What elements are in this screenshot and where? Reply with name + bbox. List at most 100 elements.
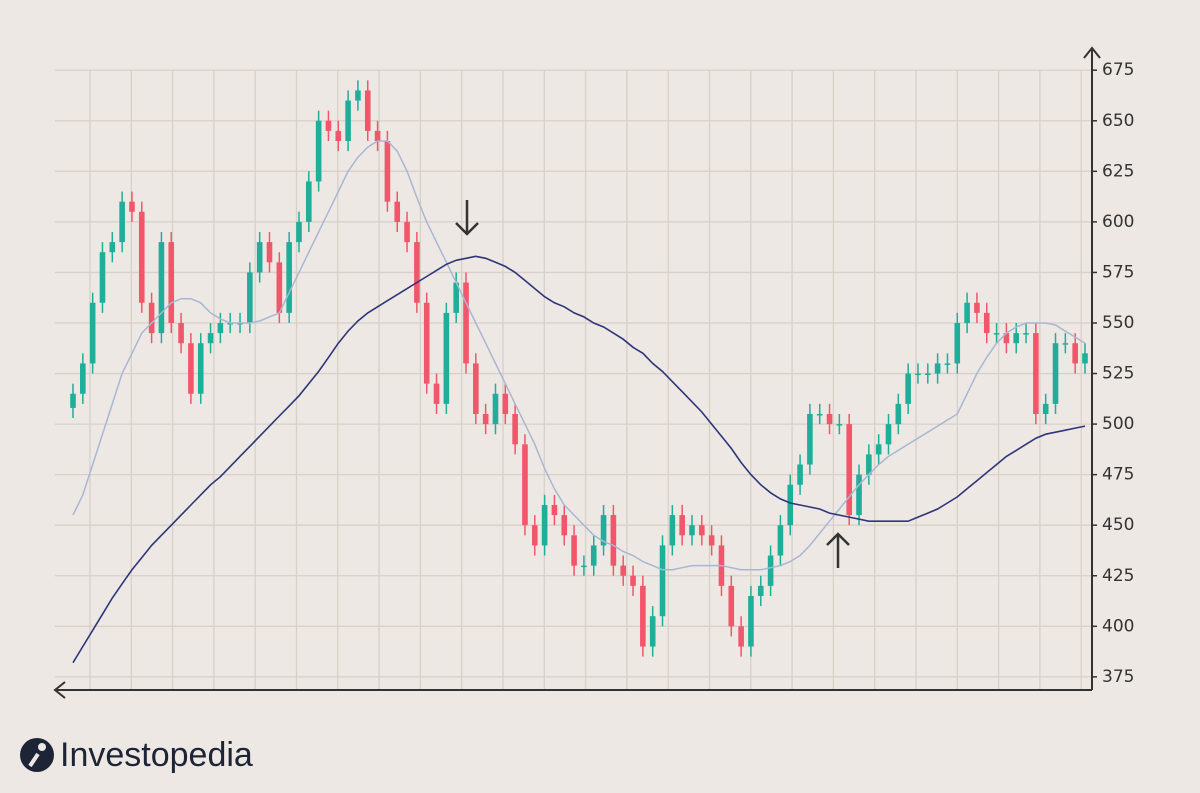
candle-body (148, 302, 155, 334)
candle-body (99, 252, 106, 303)
candle-body (188, 343, 194, 394)
candle-body (728, 585, 735, 627)
candle-body (600, 515, 607, 546)
candle-body (1033, 333, 1039, 414)
candle-body (787, 484, 794, 526)
y-tick-label: 375 (1102, 667, 1134, 687)
candle-body (649, 616, 656, 647)
candle-body (590, 545, 597, 566)
candle-body (748, 595, 754, 647)
candle-body (1072, 343, 1078, 364)
plot (70, 80, 1088, 664)
y-tick-label: 600 (1102, 212, 1134, 232)
candle-body (207, 333, 214, 344)
candle-body (138, 211, 145, 303)
candle-body (1023, 333, 1029, 335)
candle-body (699, 525, 705, 536)
candle-body (856, 474, 862, 516)
candle-body (541, 504, 548, 546)
candle-body (807, 413, 813, 465)
candle-body (482, 413, 489, 425)
candle-body (473, 363, 479, 414)
candle-body (836, 424, 843, 426)
candle-body (197, 343, 204, 394)
candle-body (355, 90, 361, 101)
candle-body (70, 393, 76, 408)
candle-body (954, 322, 961, 364)
candle-body (512, 413, 518, 445)
candle-body (669, 515, 676, 546)
logo (20, 738, 54, 772)
candle-body (767, 555, 774, 586)
candle-body (561, 515, 568, 536)
candle-body (276, 262, 283, 313)
candle-body (610, 515, 617, 566)
candle-body (571, 535, 577, 566)
candle-body (905, 373, 911, 404)
candle-body (895, 403, 902, 425)
candle-body (866, 454, 872, 475)
candle-body (492, 393, 499, 425)
candle-body (581, 565, 587, 568)
candle-body (423, 302, 430, 384)
y-tick-label: 475 (1102, 465, 1134, 485)
candle-body (247, 272, 253, 323)
candle-body (158, 242, 165, 334)
candle-body (689, 525, 695, 536)
candle-body (325, 120, 332, 131)
candle-body (1082, 353, 1088, 364)
candle-body (738, 626, 744, 647)
candle-body (315, 120, 322, 182)
candle-body (256, 242, 263, 273)
brand: Investopedia (60, 736, 253, 774)
candle-body (129, 201, 135, 212)
candle-body (777, 525, 784, 556)
candle-body (1062, 343, 1069, 345)
candle-body (885, 424, 892, 445)
down-arrow (455, 200, 479, 236)
x-axis-arrow (53, 681, 66, 699)
candle-body (875, 444, 882, 455)
candle-body (286, 242, 292, 313)
y-tick-label: 550 (1102, 313, 1134, 333)
candle-body (551, 504, 558, 516)
candle-body (296, 221, 302, 243)
y-tick-label: 450 (1102, 515, 1134, 535)
candle-body (983, 312, 990, 334)
candle-body (708, 535, 715, 546)
candle-body (109, 242, 116, 253)
y-axis-arrow (1083, 46, 1101, 59)
candle-body (522, 444, 528, 526)
candle-body (119, 201, 125, 243)
candle-body (924, 373, 931, 376)
candle-body (178, 322, 184, 344)
candle-body (345, 100, 351, 141)
candle-body (364, 90, 371, 131)
candle-body (934, 363, 941, 374)
y-tick-label: 525 (1102, 364, 1134, 384)
candle-body (757, 585, 764, 596)
candle-body (80, 363, 86, 394)
candle-body (974, 302, 980, 313)
y-tick-label: 400 (1102, 616, 1134, 636)
candle-body (384, 140, 391, 202)
moving-average-line (72, 140, 1086, 571)
candle-body (168, 242, 175, 323)
candle-body (630, 575, 636, 586)
candle-body (993, 333, 1000, 335)
candle-body (502, 393, 509, 414)
candle-body (915, 373, 921, 376)
candle-body (846, 424, 852, 516)
candle-body (1003, 333, 1010, 344)
y-tick-label: 675 (1102, 60, 1134, 80)
up-arrow (826, 532, 850, 568)
candle-body (453, 282, 459, 313)
candle-body (217, 322, 224, 334)
candle-body (89, 302, 96, 364)
vertical-grid (55, 69, 1092, 690)
candle-body (433, 383, 440, 404)
candle-body (1013, 333, 1020, 344)
candle-body (394, 201, 401, 222)
candle-body (944, 363, 951, 365)
